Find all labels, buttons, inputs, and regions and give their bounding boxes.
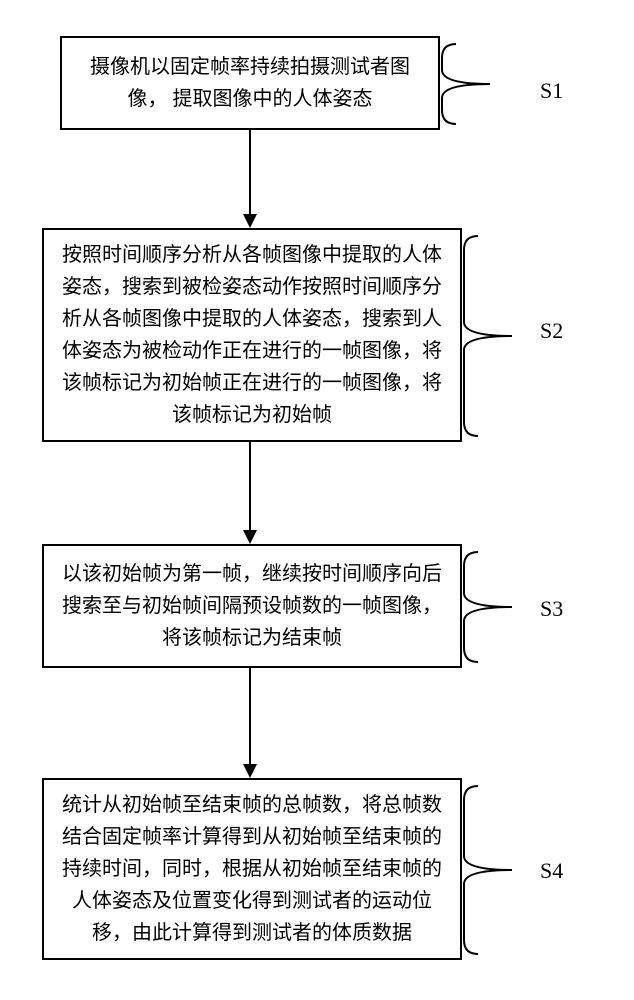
flow-node-text: 按照时间顺序分析从各帧图像中提取的人体姿态，搜索到被检姿态动作按照时间顺序分析从… xyxy=(60,239,444,431)
step-label-s1: S1 xyxy=(540,78,563,104)
flow-node-text: 摄像机以固定帧率持续拍摄测试者图像， 提取图像中的人体姿态 xyxy=(78,51,422,115)
flow-node-n3: 以该初始帧为第一帧，继续按时间顺序向后搜索至与初始帧间隔预设帧数的一帧图像，将该… xyxy=(42,544,462,668)
brace-connector xyxy=(464,236,512,436)
flow-node-n1: 摄像机以固定帧率持续拍摄测试者图像， 提取图像中的人体姿态 xyxy=(60,36,440,130)
flow-node-n4: 统计从初始帧至结束帧的总帧数，将总帧数结合固定帧率计算得到从初始帧至结束帧的持续… xyxy=(42,778,462,960)
flow-arrow-head xyxy=(243,214,257,228)
flow-node-n2: 按照时间顺序分析从各帧图像中提取的人体姿态，搜索到被检姿态动作按照时间顺序分析从… xyxy=(42,228,462,442)
flow-node-text: 统计从初始帧至结束帧的总帧数，将总帧数结合固定帧率计算得到从初始帧至结束帧的持续… xyxy=(60,789,444,949)
brace-connector xyxy=(464,552,512,662)
brace-connector xyxy=(442,44,490,124)
flow-arrow-head xyxy=(243,530,257,544)
step-label-s3: S3 xyxy=(540,596,563,622)
step-label-s4: S4 xyxy=(540,858,563,884)
flow-arrow-head xyxy=(243,764,257,778)
brace-connector xyxy=(464,786,512,954)
step-label-s2: S2 xyxy=(540,318,563,344)
flow-node-text: 以该初始帧为第一帧，继续按时间顺序向后搜索至与初始帧间隔预设帧数的一帧图像，将该… xyxy=(60,558,444,654)
